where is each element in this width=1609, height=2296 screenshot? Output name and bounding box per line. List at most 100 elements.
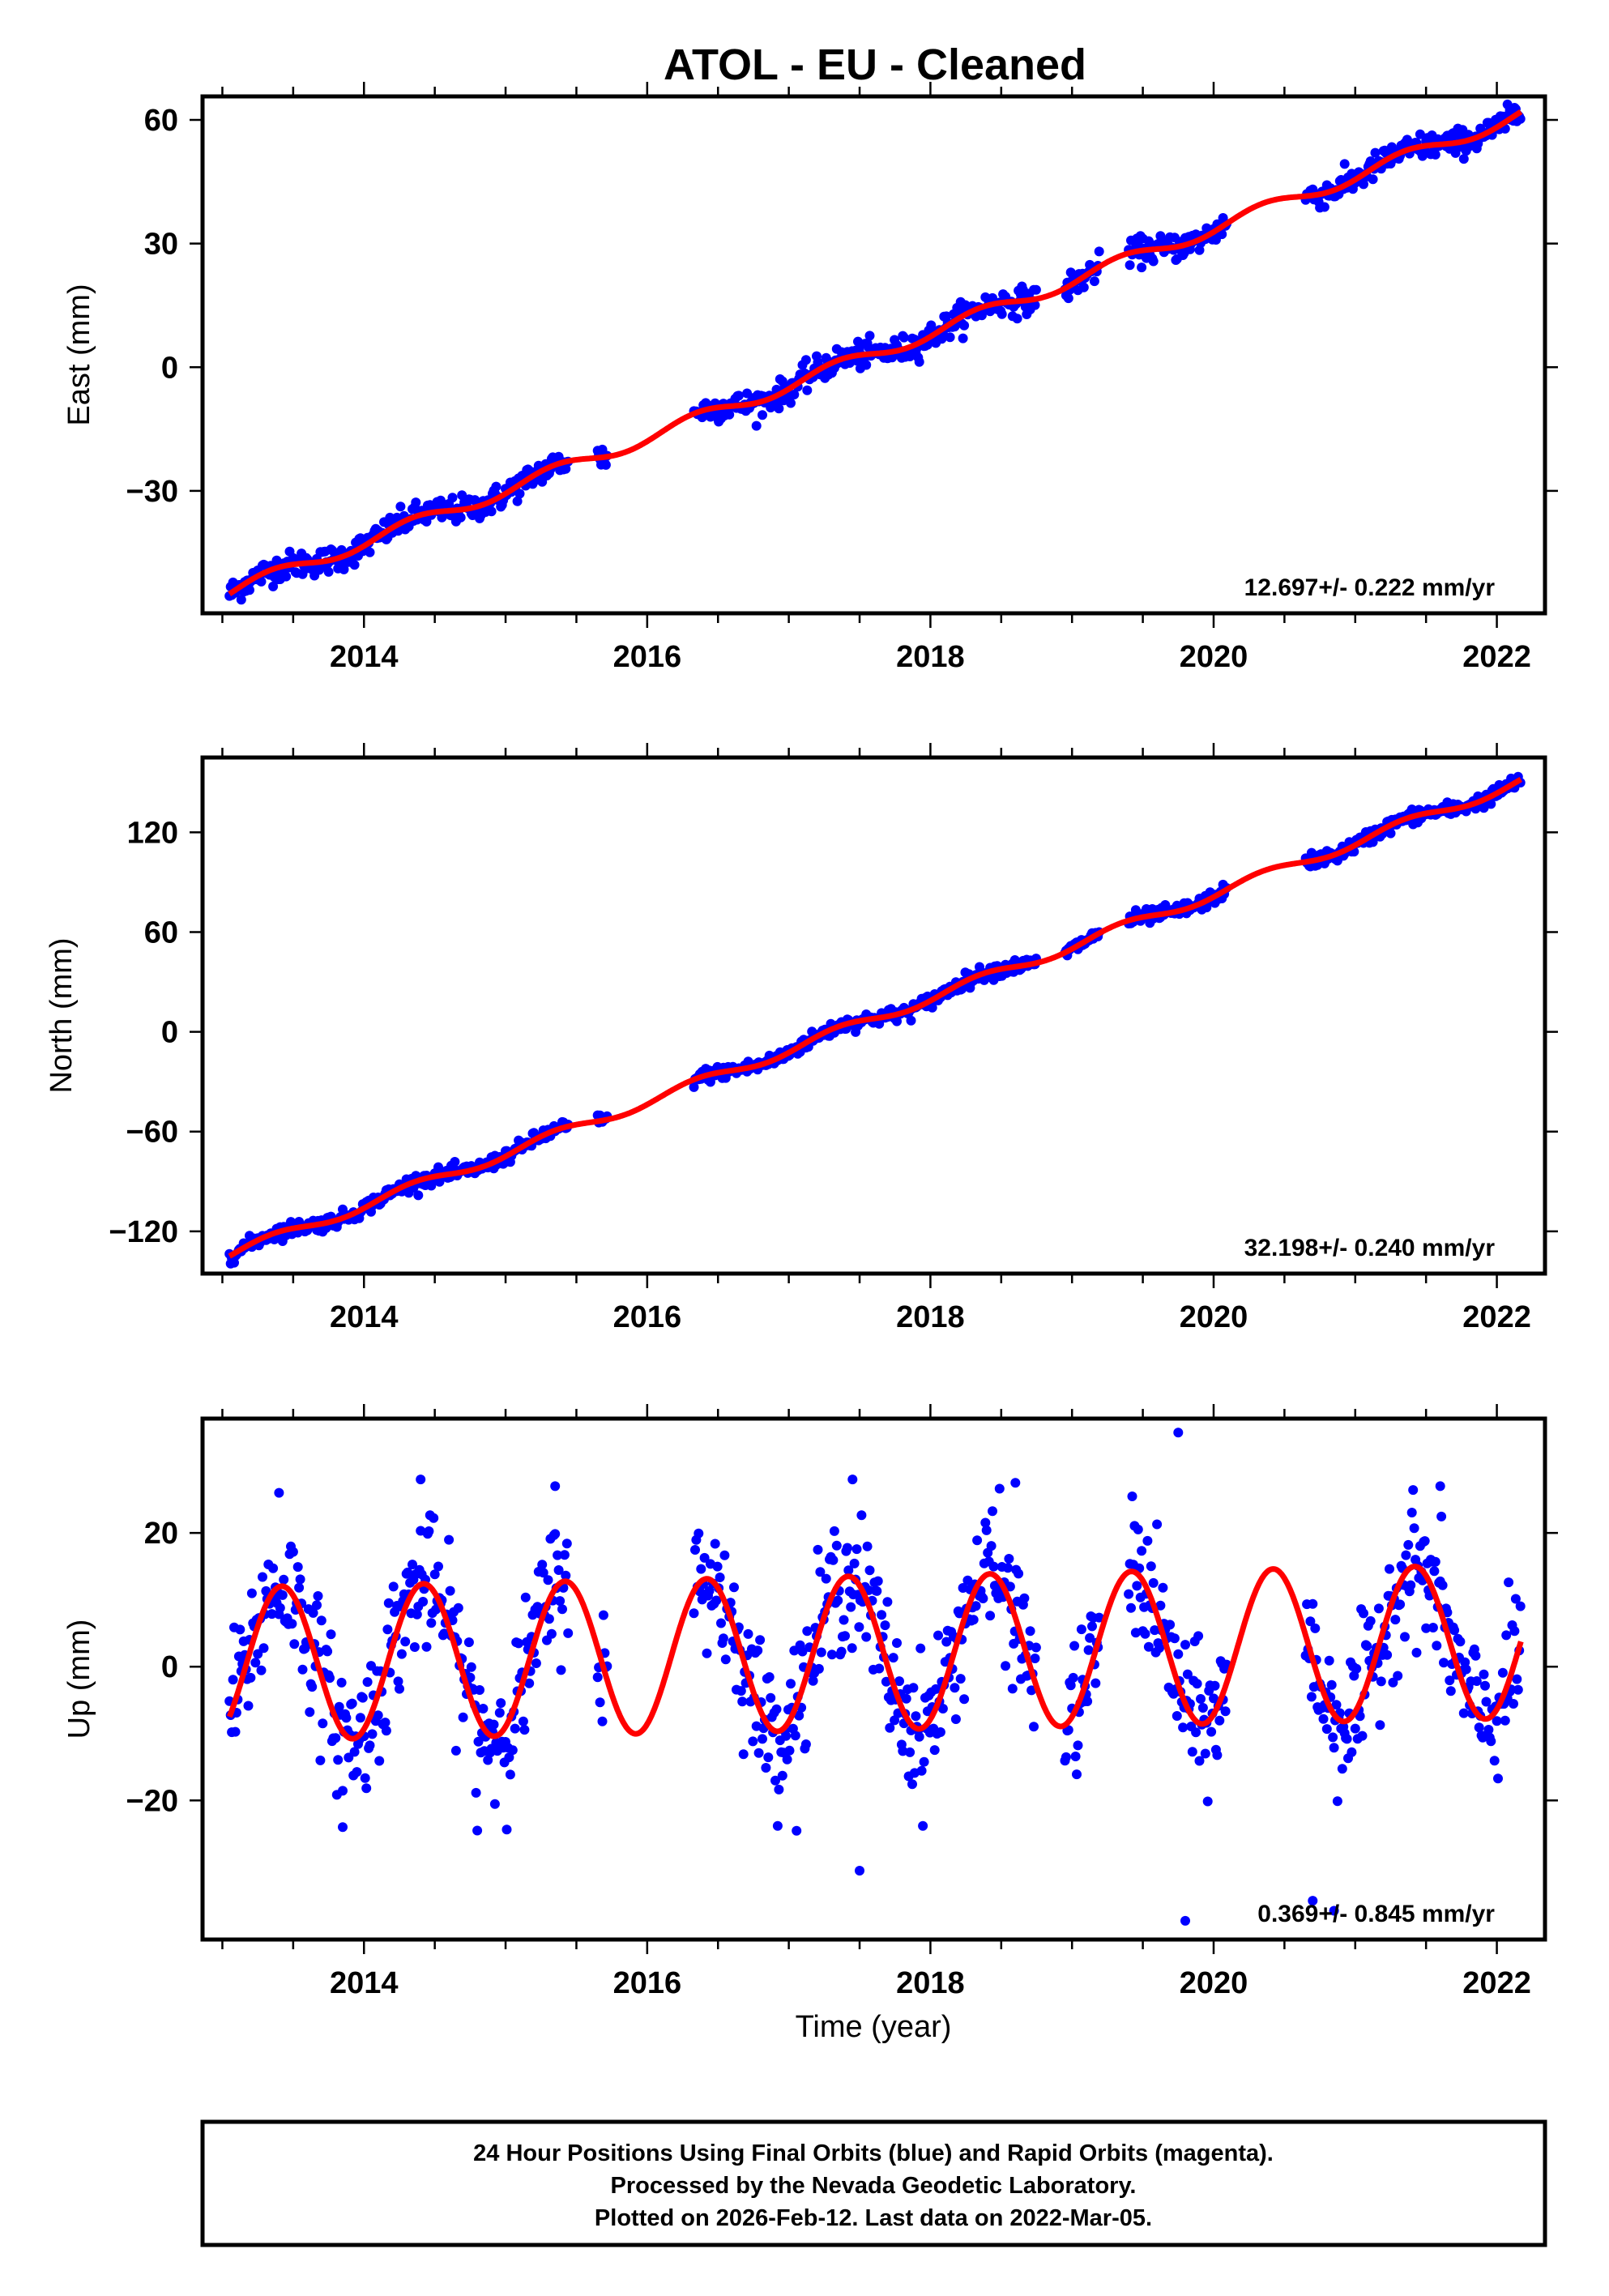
data-point — [847, 1643, 857, 1654]
data-point — [258, 1643, 269, 1654]
data-point — [751, 420, 762, 431]
data-point — [561, 1538, 572, 1549]
x-tick-label: 2014 — [330, 1300, 399, 1334]
data-point — [1146, 1561, 1156, 1572]
data-point — [1408, 1485, 1419, 1496]
data-point — [1094, 1612, 1104, 1623]
data-point — [349, 560, 360, 570]
data-point — [538, 1568, 548, 1578]
data-point — [347, 1698, 357, 1709]
data-point — [986, 1541, 997, 1551]
outlier-point — [472, 1825, 483, 1836]
velocity-annotation: 0.369+/- 0.845 mm/yr — [1257, 1901, 1495, 1927]
data-point — [1178, 1722, 1189, 1733]
data-point — [772, 1820, 783, 1831]
y-tick-label: −20 — [126, 1784, 178, 1818]
data-point — [445, 1585, 455, 1596]
data-point — [307, 1682, 318, 1692]
data-point — [689, 1608, 699, 1619]
data-point — [1326, 1679, 1337, 1690]
data-point — [861, 360, 872, 370]
outlier-point — [1180, 1915, 1190, 1926]
data-point — [357, 1692, 368, 1703]
data-point — [1489, 1756, 1500, 1766]
chart-title: ATOL - EU - Cleaned — [664, 41, 1086, 89]
data-point — [447, 493, 458, 503]
data-point — [994, 1483, 1005, 1494]
data-point — [1310, 1623, 1321, 1633]
data-point — [1158, 1582, 1168, 1593]
data-point — [471, 1787, 481, 1798]
data-point — [1351, 1663, 1362, 1674]
data-point — [1087, 1621, 1097, 1632]
data-point — [543, 1575, 553, 1585]
data-point — [808, 1675, 818, 1686]
data-point — [1436, 1511, 1447, 1521]
outlier-point — [550, 1481, 561, 1492]
data-point — [1509, 1699, 1518, 1709]
velocity-annotation: 12.697+/- 0.222 mm/yr — [1244, 574, 1496, 601]
data-point — [1127, 1492, 1137, 1501]
data-point — [380, 1718, 391, 1728]
data-point — [1486, 1736, 1496, 1747]
data-point — [312, 1600, 322, 1611]
east-panel: 2014 2016 2018 2020 2022 −30 0 30 60 East (mm) 12.… — [62, 82, 1558, 674]
data-point — [559, 1550, 570, 1560]
data-point — [1406, 1508, 1417, 1517]
y-axis-label: East (mm) — [62, 284, 96, 425]
data-point — [338, 1786, 348, 1796]
data-point — [308, 1607, 318, 1618]
data-point — [258, 1572, 267, 1582]
data-point — [1421, 1623, 1432, 1633]
data-point — [758, 1734, 767, 1744]
data-point — [954, 1608, 965, 1619]
data-point — [1347, 1747, 1357, 1757]
data-point — [873, 1576, 883, 1586]
data-point — [981, 1525, 992, 1535]
data-point — [524, 1678, 535, 1688]
data-point — [228, 1675, 238, 1685]
data-point — [933, 1630, 943, 1641]
data-point — [1030, 1654, 1040, 1663]
data-point — [861, 1632, 872, 1642]
data-point — [334, 1701, 344, 1712]
data-point — [1072, 1769, 1082, 1780]
data-point — [408, 1560, 417, 1570]
data-point — [786, 1679, 796, 1689]
y-tick-label: 120 — [127, 816, 178, 850]
data-point — [914, 1731, 924, 1742]
data-point — [786, 398, 796, 408]
x-tick-label: 2022 — [1462, 640, 1531, 674]
data-point — [1029, 1722, 1039, 1732]
outlier-point — [1173, 1428, 1184, 1438]
data-point — [453, 1603, 463, 1613]
data-point — [1137, 262, 1147, 273]
data-point — [733, 390, 744, 401]
data-point — [1197, 1703, 1208, 1713]
data-point — [295, 1574, 305, 1585]
data-point — [510, 1723, 520, 1734]
data-point — [1089, 276, 1099, 287]
data-point — [1193, 1631, 1204, 1641]
data-point — [1200, 1748, 1210, 1759]
data-point — [763, 1752, 774, 1763]
data-point — [1382, 1649, 1393, 1660]
data-point — [318, 1718, 328, 1729]
data-point — [1014, 1568, 1024, 1579]
data-point — [980, 1517, 991, 1528]
data-point — [246, 1588, 257, 1598]
data-point — [1376, 1676, 1386, 1687]
data-point — [1432, 1641, 1442, 1651]
data-point — [935, 1727, 945, 1737]
data-point — [1328, 1732, 1338, 1743]
data-point — [1004, 1554, 1014, 1564]
data-point — [563, 1628, 574, 1638]
data-point — [256, 1665, 267, 1675]
data-point — [1480, 1680, 1490, 1691]
data-point — [1458, 154, 1469, 164]
data-point — [341, 1713, 352, 1723]
data-point — [1217, 229, 1227, 240]
data-point — [367, 1729, 378, 1739]
data-point — [531, 1658, 541, 1668]
